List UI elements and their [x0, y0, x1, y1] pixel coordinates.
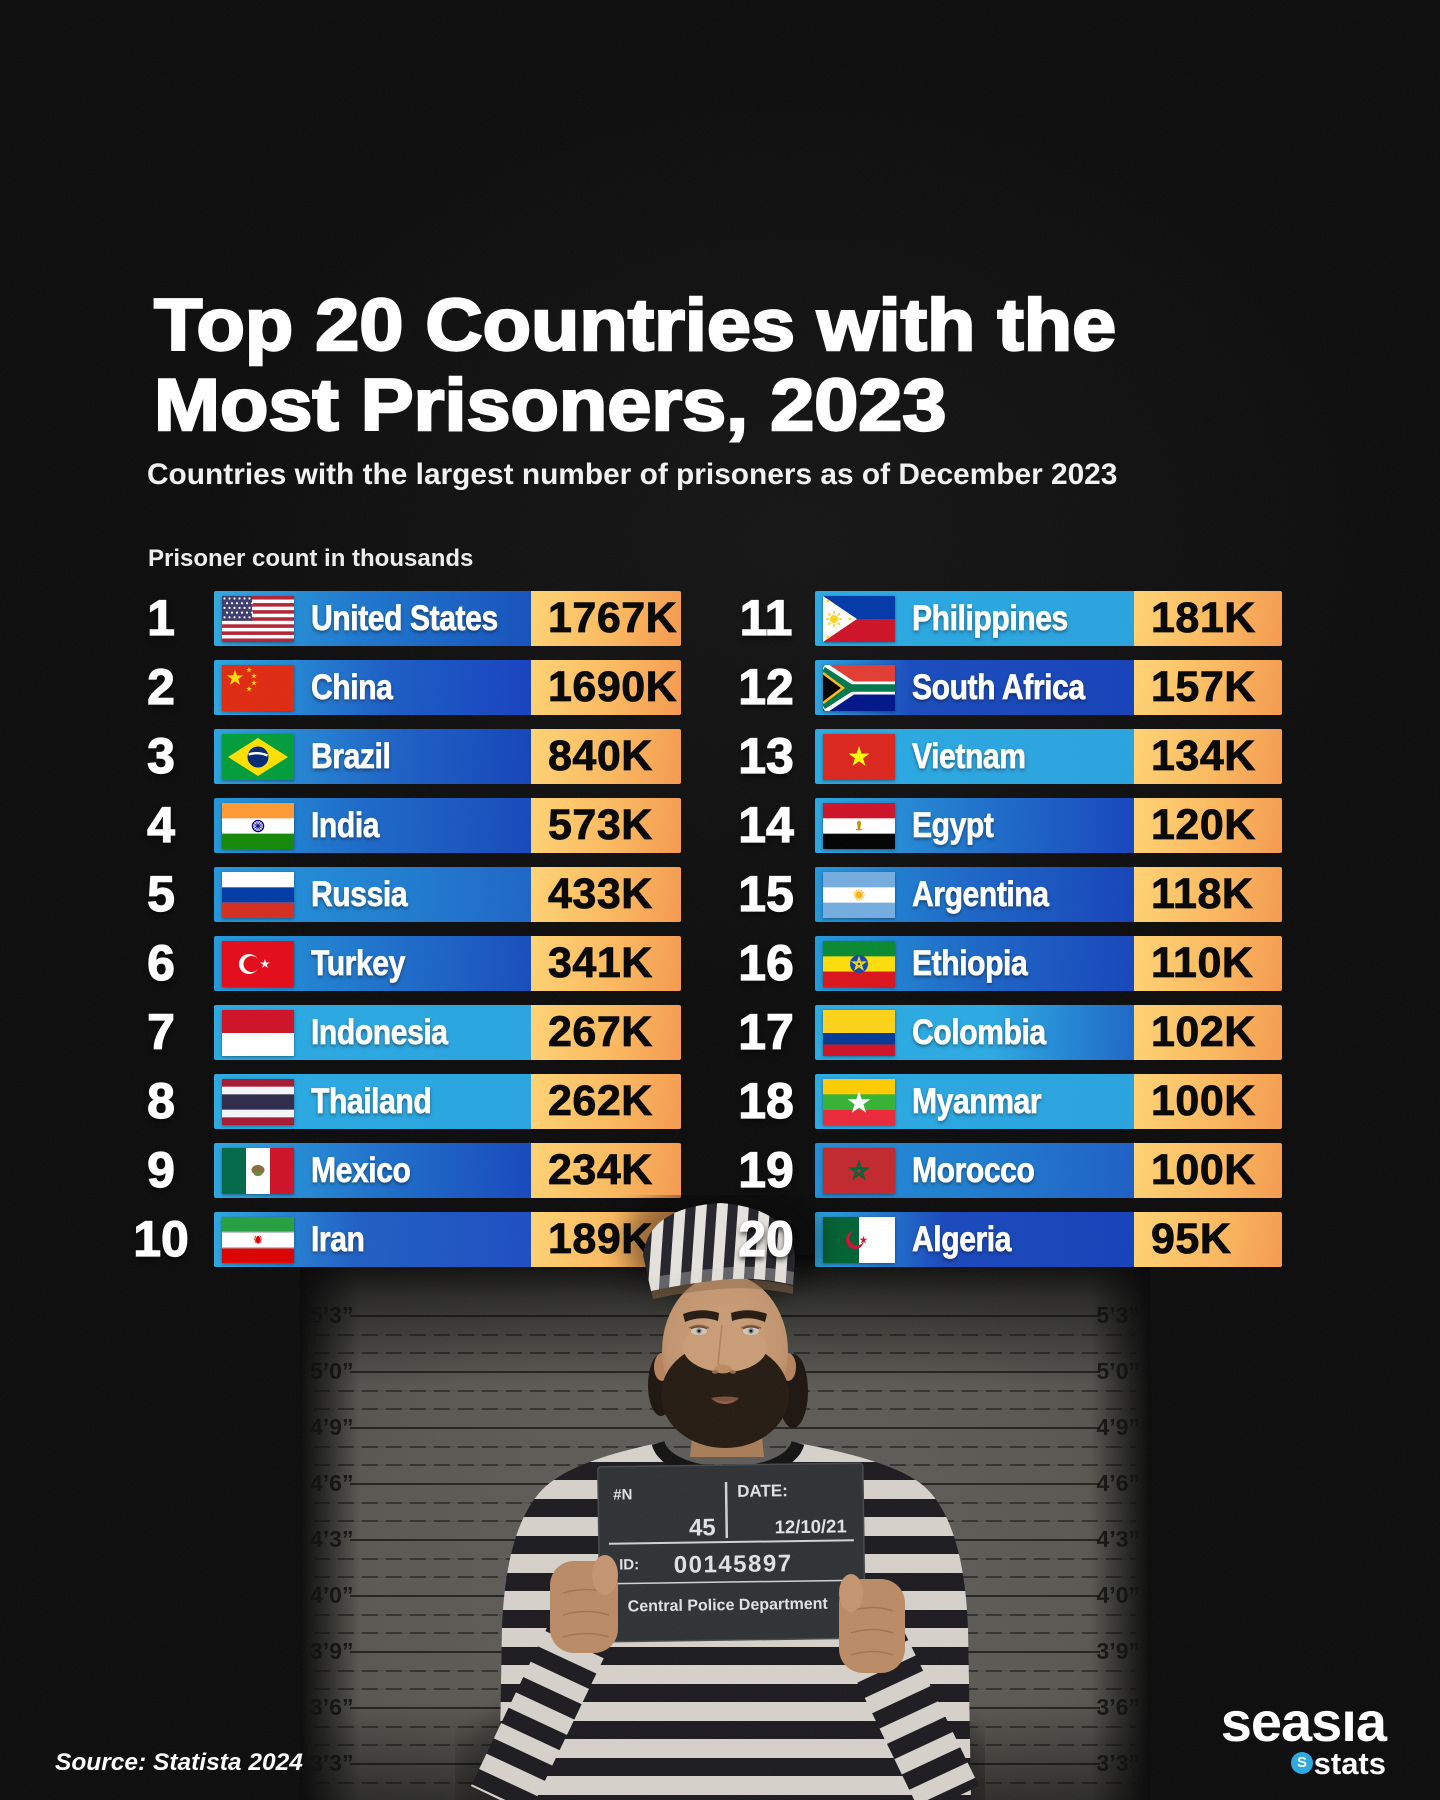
svg-text:Central Police Department: Central Police Department: [628, 1596, 829, 1616]
svg-text:12/10/21: 12/10/21: [775, 1515, 847, 1537]
svg-text:00145897: 00145897: [674, 1550, 793, 1579]
svg-text:45: 45: [689, 1514, 716, 1541]
svg-text:#N: #N: [613, 1486, 632, 1503]
svg-text:DATE:: DATE:: [737, 1481, 788, 1501]
svg-text:ID:: ID:: [619, 1556, 639, 1573]
